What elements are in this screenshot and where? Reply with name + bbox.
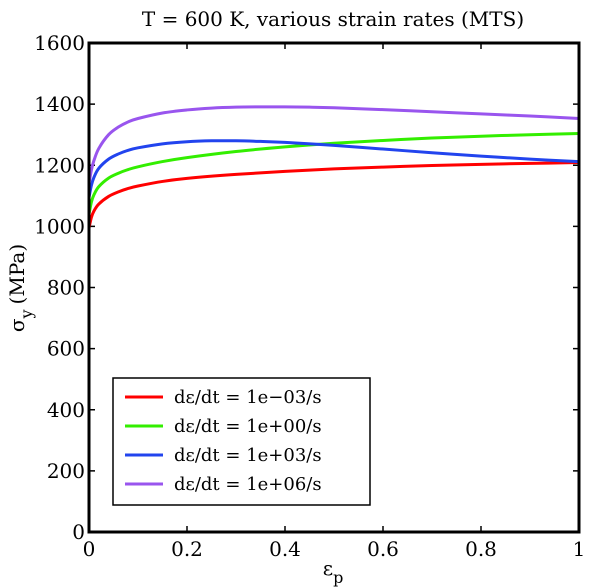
- x-tick-label: 0.8: [465, 537, 497, 561]
- legend-label: dε/dt = 1e+06/s: [174, 474, 322, 495]
- chart-title: T = 600 K, various strain rates (MTS): [142, 7, 524, 31]
- plot-frame: [87, 41, 581, 534]
- y-axis-label: σy (MPa): [5, 244, 36, 332]
- y-tick-label: 0: [72, 520, 85, 544]
- series-line-2: [87, 139, 580, 198]
- legend-entry: dε/dt = 1e−03/s: [125, 387, 322, 408]
- legend-label: dε/dt = 1e+03/s: [174, 445, 322, 466]
- axis-ticks: 0 0.2 0.4 0.6 0.8 1 0 200 400 600 800 1000 1200 1400 1…: [34, 31, 585, 561]
- y-tick-label: 600: [47, 337, 85, 361]
- x-tick-label: 0.2: [171, 537, 203, 561]
- y-tick-label: 1600: [34, 31, 85, 55]
- legend-label: dε/dt = 1e+00/s: [174, 416, 322, 437]
- legend-entry: dε/dt = 1e+03/s: [125, 445, 322, 466]
- series-line-0: [87, 161, 580, 229]
- x-axis-label-subscript: p: [333, 568, 343, 587]
- x-axis-label-symbol: ε: [323, 556, 333, 580]
- x-tick-label: 0: [83, 537, 96, 561]
- x-tick-label: 0.4: [269, 537, 301, 561]
- y-tick-label: 200: [47, 459, 85, 483]
- y-tick-label: 800: [47, 276, 85, 300]
- svg-text:εp: εp: [323, 556, 344, 587]
- svg-text:σy(MPa): σy (MPa): [5, 244, 36, 332]
- y-tick-label: 1200: [34, 153, 85, 177]
- y-axis-label-subscript: y: [17, 309, 36, 319]
- y-tick-label: 400: [47, 398, 85, 422]
- series-line-1: [87, 131, 580, 215]
- legend-label: dε/dt = 1e−03/s: [174, 387, 322, 408]
- x-tick-label: 1: [573, 537, 586, 561]
- series-layer: [87, 105, 580, 229]
- legend-entry: dε/dt = 1e+06/s: [125, 474, 322, 495]
- y-axis-label-unit: (MPa): [5, 244, 29, 305]
- y-axis-label-symbol: σ: [5, 318, 29, 332]
- x-axis-label: εp: [323, 556, 344, 587]
- y-tick-label: 1000: [34, 214, 85, 238]
- y-tick-label: 1400: [34, 92, 85, 116]
- x-tick-label: 0.6: [367, 537, 399, 561]
- legend: dε/dt = 1e−03/s dε/dt = 1e+00/s dε/dt = …: [112, 377, 371, 506]
- legend-entry: dε/dt = 1e+00/s: [125, 416, 322, 437]
- series-line-3: [87, 105, 580, 184]
